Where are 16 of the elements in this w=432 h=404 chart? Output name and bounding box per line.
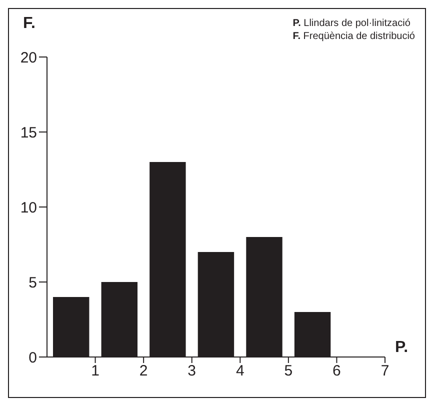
x-tick-label: 7 [380,362,390,380]
y-tick-label: 10 [20,199,37,216]
x-tick-label: 5 [284,362,293,380]
x-tick-label: 4 [236,362,244,380]
y-tick-label: 20 [20,49,37,66]
y-tick-label: 15 [20,124,37,142]
x-tick-label: 6 [332,362,341,380]
y-tick-label: 0 [28,349,37,366]
x-tick-label: 2 [139,362,148,380]
x-axis-title: P. [395,339,408,357]
text: F. Freqüència de distribució [292,30,415,43]
x-tick-label: 1 [91,362,100,380]
text: P. Llindars de pol·linització [292,17,412,30]
y-tick-label: 5 [28,274,37,292]
x-tick-label: 3 [188,362,196,380]
y-axis-title: F. [23,15,36,33]
